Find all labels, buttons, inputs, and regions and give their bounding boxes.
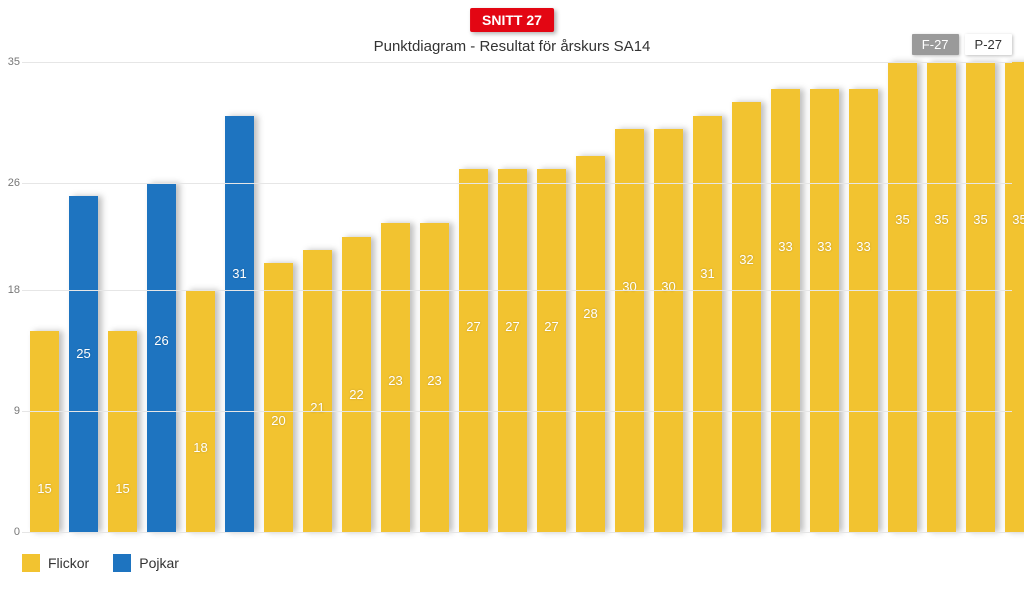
bar-value-label: 25 xyxy=(76,346,90,361)
bar-value-label: 26 xyxy=(154,333,168,348)
bar: 28 xyxy=(576,156,605,532)
legend-swatch-flickor xyxy=(22,554,40,572)
bar: 27 xyxy=(459,169,488,532)
top-right-badges: F-27 P-27 xyxy=(912,34,1012,55)
bar-value-label: 30 xyxy=(661,279,675,294)
gridline xyxy=(22,411,1012,412)
bar-value-label: 22 xyxy=(349,387,363,402)
bar: 31 xyxy=(693,116,722,532)
legend-item-pojkar: Pojkar xyxy=(113,554,179,572)
bar: 33 xyxy=(810,89,839,532)
bar: 35 xyxy=(888,62,917,532)
bar: 33 xyxy=(849,89,878,532)
badge-p27-text: P-27 xyxy=(975,37,1002,52)
bar-value-label: 27 xyxy=(505,319,519,334)
bar-value-label: 21 xyxy=(310,400,324,415)
badge-snitt: SNITT 27 xyxy=(470,8,554,32)
bar: 27 xyxy=(498,169,527,532)
bar-value-label: 18 xyxy=(193,440,207,455)
bar: 22 xyxy=(342,237,371,532)
legend-item-flickor: Flickor xyxy=(22,554,89,572)
bar-value-label: 30 xyxy=(622,279,636,294)
bar: 30 xyxy=(654,129,683,532)
gridline xyxy=(22,183,1012,184)
bar-value-label: 32 xyxy=(739,252,753,267)
bar-value-label: 31 xyxy=(232,266,246,281)
legend-swatch-pojkar xyxy=(113,554,131,572)
bar: 23 xyxy=(420,223,449,532)
bar-value-label: 15 xyxy=(115,481,129,496)
bar: 33 xyxy=(771,89,800,532)
bar: 30 xyxy=(615,129,644,532)
ytick-label: 26 xyxy=(4,177,20,189)
badge-f27-text: F-27 xyxy=(922,37,949,52)
bar-value-label: 15 xyxy=(37,481,51,496)
bar: 35 xyxy=(966,62,995,532)
chart-container: SNITT 27 Punktdiagram - Resultat för års… xyxy=(0,0,1024,590)
bar-value-label: 23 xyxy=(427,373,441,388)
bar: 20 xyxy=(264,263,293,532)
bar: 23 xyxy=(381,223,410,532)
legend: Flickor Pojkar xyxy=(22,554,179,572)
bar-value-label: 35 xyxy=(934,212,948,227)
gridline xyxy=(22,290,1012,291)
bar-value-label: 27 xyxy=(466,319,480,334)
ytick-label: 0 xyxy=(4,526,20,538)
legend-label-flickor: Flickor xyxy=(48,555,89,571)
bar-value-label: 20 xyxy=(271,413,285,428)
bar-value-label: 35 xyxy=(973,212,987,227)
bar-value-label: 28 xyxy=(583,306,597,321)
bar: 35 xyxy=(927,62,956,532)
bar-value-label: 33 xyxy=(856,239,870,254)
legend-label-pojkar: Pojkar xyxy=(139,555,179,571)
bar: 35 xyxy=(1005,62,1024,532)
badge-f27: F-27 xyxy=(912,34,959,55)
badge-snitt-text: SNITT 27 xyxy=(482,12,542,28)
bar: 32 xyxy=(732,102,761,532)
bar: 27 xyxy=(537,169,566,532)
bar: 21 xyxy=(303,250,332,532)
gridline xyxy=(22,62,1012,63)
bar-value-label: 33 xyxy=(778,239,792,254)
ytick-label: 35 xyxy=(4,56,20,68)
ytick-label: 9 xyxy=(4,405,20,417)
bar: 15 xyxy=(108,331,137,532)
bar: 26 xyxy=(147,183,176,532)
bar: 31 xyxy=(225,116,254,532)
bar-value-label: 23 xyxy=(388,373,402,388)
plot-area: 15 25 15 26 18 31 20 21 22 23 23 27 27 27 28 30 30 31 32 33… xyxy=(22,62,1012,532)
badge-p27: P-27 xyxy=(965,34,1012,55)
bar-value-label: 35 xyxy=(1012,212,1024,227)
bar-value-label: 27 xyxy=(544,319,558,334)
bar-value-label: 31 xyxy=(700,266,714,281)
gridline xyxy=(22,532,1012,533)
bar: 15 xyxy=(30,331,59,532)
bar-value-label: 35 xyxy=(895,212,909,227)
chart-title: Punktdiagram - Resultat för årskurs SA14 xyxy=(0,38,1024,55)
bar: 25 xyxy=(69,196,98,532)
ytick-label: 18 xyxy=(4,284,20,296)
bars-row: 15 25 15 26 18 31 20 21 22 23 23 27 27 27 28 30 30 31 32 33… xyxy=(22,62,1012,532)
bar-value-label: 33 xyxy=(817,239,831,254)
